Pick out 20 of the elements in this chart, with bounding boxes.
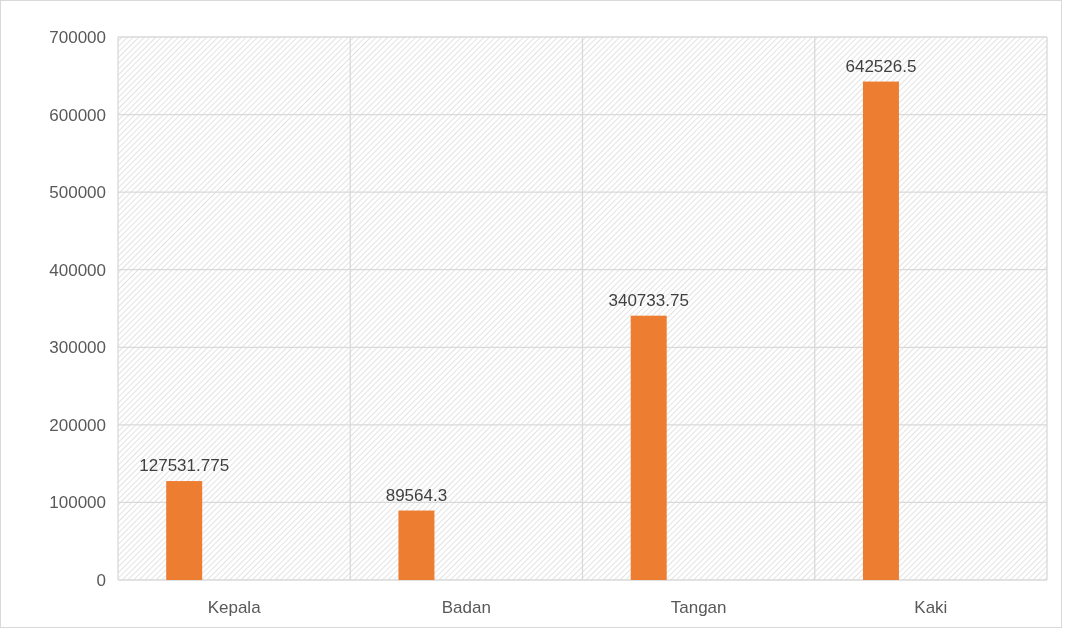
bar bbox=[398, 510, 435, 580]
bar bbox=[630, 315, 667, 580]
y-tick-label: 300000 bbox=[49, 338, 106, 358]
data-label: 127531.775 bbox=[139, 456, 230, 476]
y-tick-label: 100000 bbox=[49, 493, 106, 513]
bar bbox=[862, 81, 899, 580]
x-tick-label: Kaki bbox=[914, 598, 948, 617]
y-tick-label: 0 bbox=[96, 570, 106, 590]
x-tick-label: Badan bbox=[441, 598, 491, 617]
y-tick-label: 700000 bbox=[49, 27, 106, 47]
x-tick-label: Tangan bbox=[670, 598, 727, 617]
y-tick-label: 400000 bbox=[49, 260, 106, 280]
data-label: 89564.3 bbox=[385, 485, 448, 505]
y-tick-label: 200000 bbox=[49, 415, 106, 435]
data-label: 340733.75 bbox=[608, 290, 689, 310]
x-tick-label: Kepala bbox=[207, 598, 262, 617]
bar bbox=[166, 481, 203, 580]
data-label: 642526.5 bbox=[845, 56, 917, 76]
y-tick-label: 600000 bbox=[49, 105, 106, 125]
y-tick-label: 500000 bbox=[49, 183, 106, 203]
